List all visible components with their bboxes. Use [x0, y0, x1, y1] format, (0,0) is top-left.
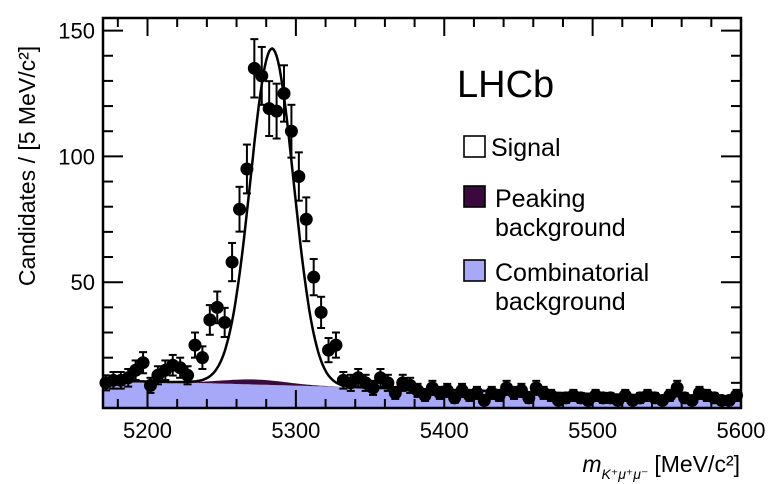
legend-label-combinatorial: Combinatorial [495, 259, 649, 287]
data-marker [277, 86, 291, 100]
legend-label-combinatorial-line2: background [495, 288, 626, 316]
data-point [143, 376, 157, 394]
data-point [277, 64, 291, 123]
data-point [381, 373, 395, 392]
data-marker [233, 202, 247, 216]
plot-frame [101, 16, 743, 410]
legend-swatch-signal [463, 135, 486, 158]
data-marker [284, 124, 298, 138]
data-point [136, 351, 150, 375]
data-marker [195, 351, 209, 365]
data-point [307, 258, 321, 297]
data-point [233, 185, 247, 233]
legend-swatch-combinatorial [463, 259, 486, 282]
data-marker [388, 386, 402, 400]
data-marker [314, 305, 328, 319]
data-marker [203, 313, 217, 327]
x-tick-label: 5200 [123, 418, 172, 443]
data-point [225, 241, 239, 283]
legend-swatch-peaking [463, 185, 486, 208]
y-tick-label: 50 [71, 270, 95, 295]
data-marker [381, 376, 395, 390]
data-point [522, 391, 536, 405]
data-marker [730, 388, 744, 402]
data-marker [366, 381, 380, 395]
legend: Signal Peaking background Combinatorial … [463, 134, 649, 316]
legend-label-signal: Signal [491, 134, 561, 162]
y-axis-label: Candidates / [5 MeV/c²] [14, 46, 40, 286]
data-marker [210, 300, 224, 314]
data-point [255, 45, 269, 106]
x-axis-label-subscript: K⁺μ⁺μ⁻ [602, 466, 649, 482]
data-point [314, 295, 328, 329]
data-point [210, 290, 224, 325]
data-marker [522, 391, 536, 405]
y-tick-label: 150 [58, 19, 95, 44]
plot-border [101, 16, 743, 410]
data-marker [225, 255, 239, 269]
data-point [270, 82, 284, 140]
data-marker [240, 162, 254, 176]
data-point [670, 379, 684, 396]
data-marker [188, 338, 202, 352]
data-points [99, 38, 744, 407]
peaking-background-area [103, 379, 741, 398]
x-tick-label: 5400 [420, 418, 469, 443]
data-point [195, 345, 209, 370]
x-axis-label: mK⁺μ⁺μ⁻ [MeV/c²] [582, 451, 740, 482]
x-tick-label: 5500 [568, 418, 617, 443]
data-marker [181, 368, 195, 382]
data-point [181, 365, 195, 386]
data-marker [329, 338, 343, 352]
data-point [284, 103, 298, 159]
data-marker [143, 378, 157, 392]
data-marker [136, 356, 150, 370]
data-point [388, 385, 402, 400]
x-tick-label: 5300 [271, 418, 320, 443]
data-point [299, 196, 313, 243]
data-point [218, 306, 232, 339]
data-marker [270, 104, 284, 118]
data-marker [670, 381, 684, 395]
data-marker [255, 69, 269, 83]
legend-label-peaking-line2: background [495, 214, 626, 242]
x-tick-label: 5600 [717, 418, 766, 443]
data-point [366, 379, 380, 396]
data-point [730, 388, 744, 402]
data-marker [218, 315, 232, 329]
data-point [292, 151, 306, 202]
x-axis-label-symbol: m [582, 451, 601, 477]
data-point [240, 143, 254, 195]
x-axis-label-unit: [MeV/c²] [654, 451, 740, 477]
data-marker [292, 170, 306, 184]
experiment-label: LHCb [457, 64, 554, 106]
y-axis: 50 100 150 [58, 19, 741, 384]
data-point [329, 331, 343, 359]
data-marker [299, 212, 313, 226]
y-tick-label: 100 [58, 144, 95, 169]
data-marker [307, 270, 321, 284]
x-axis: 5200 5300 5400 5500 5600 [116, 18, 766, 443]
legend-label-peaking: Peaking [495, 185, 585, 213]
